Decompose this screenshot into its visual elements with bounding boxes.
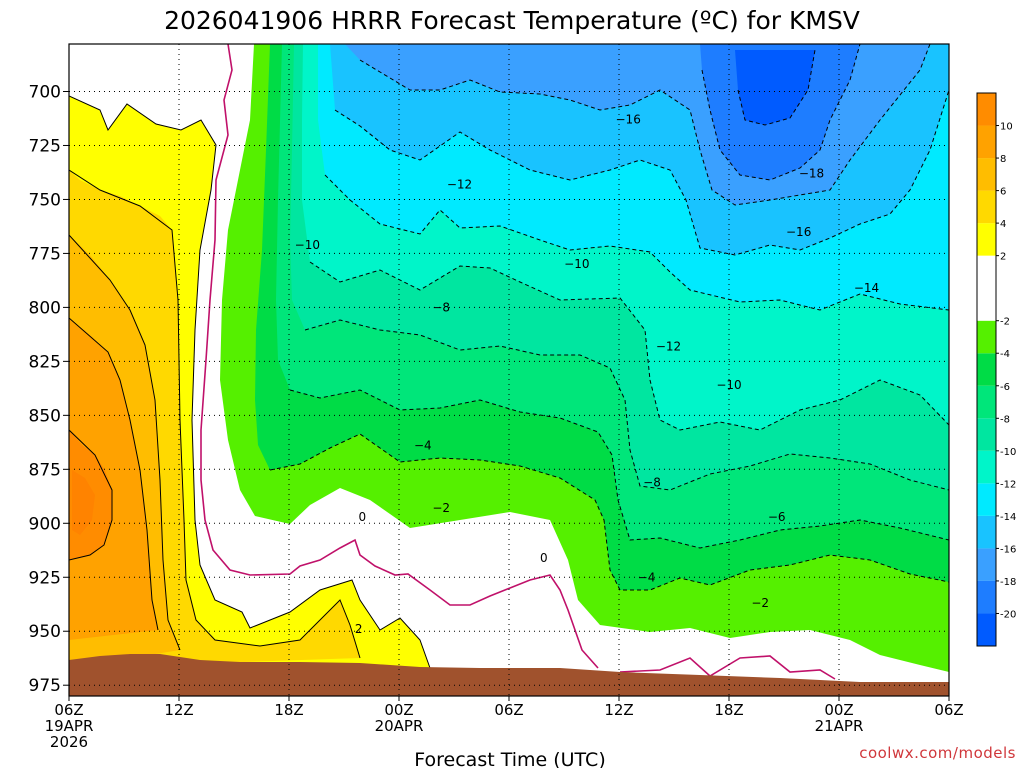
colorbar-swatch: [977, 223, 996, 256]
colorbar-tick-label: -18: [1000, 577, 1016, 588]
colorbar-tick-label: -8: [1000, 414, 1010, 425]
contour-label: −12: [656, 339, 681, 353]
zero-degree-contour-upper: [200, 44, 599, 669]
contour-label: −16: [616, 113, 641, 127]
y-tick-label: 875: [29, 460, 61, 480]
y-axis-ticks: 700 725 750 775 800 825 850 875 900 925 950 975: [29, 82, 69, 696]
y-tick-label: 925: [29, 568, 61, 588]
colorbar-frame: [976, 92, 997, 647]
colorbar-swatch: [977, 580, 996, 614]
y-tick-label: 750: [29, 190, 61, 210]
x-tick-label: 12Z: [164, 701, 193, 719]
colorbar-tick-label: 8: [1000, 154, 1006, 165]
contour-label: −8: [643, 475, 661, 489]
colorbar-swatch: [977, 353, 996, 386]
contour-label: 2: [355, 622, 363, 636]
x-tick-label: 06Z: [934, 701, 963, 719]
colorbar-tick-label: -4: [1000, 349, 1010, 360]
x-tick-label: 20APR: [375, 717, 424, 735]
contour-label: −12: [447, 177, 472, 191]
contour-labels: −16 −18 −12 −16 −10 −10 −14 −8 −12 −10 −4 −8 −2 0 0 −6 −…: [295, 113, 879, 637]
contour-label: −2: [432, 501, 450, 515]
contour-label: −14: [854, 281, 879, 295]
x-tick-label: 00Z: [824, 701, 853, 719]
colorbar-swatch: [977, 483, 996, 516]
colorbar-tick-label: -10: [1000, 447, 1016, 458]
colorbar-tick-label: -16: [1000, 544, 1016, 555]
y-tick-label: 900: [29, 514, 61, 534]
y-tick-label: 725: [29, 136, 61, 156]
contour-label: −4: [414, 439, 432, 453]
band-6-to-8: [69, 318, 158, 640]
contour-label: −16: [786, 225, 811, 239]
x-tick-label: 00Z: [384, 701, 413, 719]
chart-title: 2026041906 HRRR Forecast Temperature (ºC…: [164, 6, 860, 35]
y-tick-label: 775: [29, 244, 61, 264]
contour-label: −8: [432, 300, 450, 314]
colorbar-tick-label: -2: [1000, 317, 1010, 328]
band-below-minus-18: [735, 50, 815, 125]
contour-label: −18: [799, 167, 824, 181]
contour-label: −4: [638, 570, 656, 584]
contour-label: 0: [540, 551, 548, 565]
gridlines: [69, 44, 949, 696]
contour-label: −10: [716, 378, 741, 392]
positive-contours: [69, 95, 431, 669]
contour-label: −6: [768, 510, 786, 524]
y-tick-label: 800: [29, 298, 61, 318]
colorbar-swatch: [977, 418, 996, 451]
colorbar-swatch: [977, 548, 996, 581]
colorbar-swatch: [977, 385, 996, 419]
x-tick-label: 18Z: [714, 701, 743, 719]
x-axis-label: Forecast Time (UTC): [414, 749, 605, 768]
contour-label: −10: [564, 257, 589, 271]
colorbar-tick-label: -12: [1000, 479, 1016, 490]
colorbar-tick-label: 4: [1000, 219, 1006, 230]
contour-label: 0: [359, 510, 367, 524]
contour-label: −2: [751, 596, 769, 610]
y-tick-label: 700: [29, 82, 61, 102]
y-tick-label: 825: [29, 352, 61, 372]
zero-degree-contour-lower: [619, 655, 836, 680]
colorbar-tick-label: -14: [1000, 512, 1016, 523]
y-tick-label: 975: [29, 676, 61, 696]
x-tick-label: 21APR: [815, 717, 864, 735]
colorbar-swatch: [977, 93, 996, 126]
colorbar-swatch: [977, 255, 996, 321]
x-tick-label: 19APR: [45, 717, 94, 735]
colorbar: -20 -18 -16 -14 -12 -10 -8 -6 -4 -2 2 4 6 8 10: [976, 92, 1016, 647]
x-tick-label: 18Z: [274, 701, 303, 719]
colorbar-tick-label: 2: [1000, 252, 1006, 263]
y-tick-label: 850: [29, 406, 61, 426]
colorbar-tick-label: -6: [1000, 382, 1010, 393]
colorbar-swatch: [977, 125, 996, 159]
colorbar-tick-label: -20: [1000, 609, 1016, 620]
temperature-field: [69, 44, 949, 696]
x-tick-label: 2026: [50, 733, 88, 751]
band-above-10: [72, 470, 95, 535]
x-tick-label: 06Z: [494, 701, 523, 719]
colorbar-swatch: [977, 613, 996, 646]
contour-label: −10: [295, 238, 320, 252]
colorbar-tick-label: 6: [1000, 187, 1006, 198]
colorbar-tick-label: 10: [1000, 122, 1013, 133]
colorbar-swatch: [977, 450, 996, 484]
y-tick-label: 950: [29, 622, 61, 642]
negative-contours: [269, 44, 949, 591]
x-tick-label: 06Z: [54, 701, 83, 719]
credit-text: coolwx.com/models: [859, 744, 1016, 762]
colorbar-swatch: [977, 515, 996, 549]
colorbar-swatch: [977, 158, 996, 191]
colorbar-swatch: [977, 320, 996, 354]
x-tick-label: 12Z: [604, 701, 633, 719]
colorbar-swatch: [977, 190, 996, 224]
